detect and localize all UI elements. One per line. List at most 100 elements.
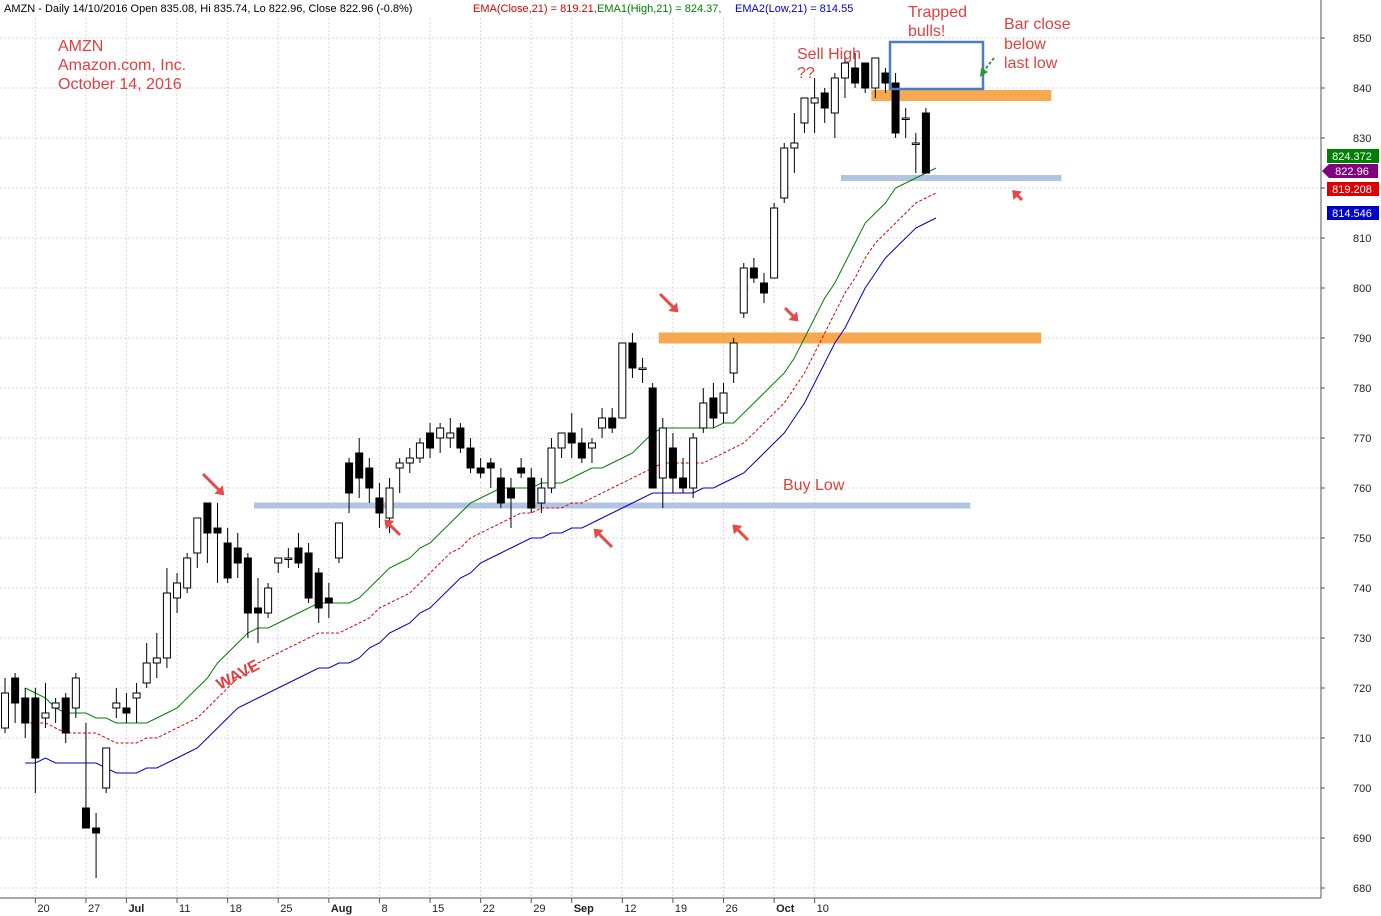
candle bbox=[557, 432, 566, 458]
candle-body-down bbox=[31, 697, 40, 759]
candle bbox=[456, 423, 465, 453]
candle-body-down bbox=[355, 452, 364, 479]
candle-body-up bbox=[911, 142, 920, 145]
candle-body-up bbox=[800, 97, 809, 124]
candle-body-down bbox=[304, 552, 313, 599]
grid-layer bbox=[0, 18, 1321, 898]
candle-body-up bbox=[780, 147, 789, 199]
candle bbox=[760, 273, 768, 303]
candle-body-up bbox=[719, 392, 728, 414]
red-arrow-icon bbox=[201, 472, 225, 496]
y-tick-label: 740 bbox=[1353, 583, 1371, 595]
annotation-bar-close-2: below bbox=[1004, 36, 1046, 53]
price-tag-label: 824.372 bbox=[1332, 151, 1372, 163]
x-tick-label: Oct bbox=[776, 903, 795, 915]
price-tag-bg bbox=[1327, 206, 1379, 220]
candle bbox=[304, 543, 313, 603]
candle bbox=[426, 423, 435, 458]
price-tag-label: 822.96 bbox=[1335, 166, 1369, 178]
candle bbox=[749, 258, 758, 283]
candle-body-down bbox=[21, 697, 30, 724]
candle-body-up bbox=[51, 702, 60, 709]
candle bbox=[446, 418, 455, 448]
candle-body-up bbox=[790, 142, 799, 149]
y-tick-label: 680 bbox=[1353, 883, 1371, 895]
red-arrow-icon bbox=[1012, 190, 1024, 202]
red-arrow-icon bbox=[658, 292, 679, 313]
candle-body-up bbox=[547, 447, 556, 489]
candle-body-up bbox=[193, 517, 202, 554]
annotation-sell-high: Sell High bbox=[797, 46, 861, 63]
candle bbox=[587, 438, 596, 463]
candle-body-down bbox=[679, 477, 688, 489]
candle-body-up bbox=[132, 692, 141, 699]
price-tag-bg bbox=[1327, 182, 1379, 196]
candle-body-down bbox=[861, 62, 870, 89]
candle bbox=[1, 678, 9, 733]
candle bbox=[790, 113, 799, 173]
y-tick-label: 710 bbox=[1353, 733, 1371, 745]
candle bbox=[71, 673, 80, 718]
candle bbox=[345, 458, 354, 513]
candle-body-up bbox=[274, 557, 283, 564]
candle-body-down bbox=[749, 267, 758, 279]
candle-body-up bbox=[638, 367, 647, 370]
candle-body-down bbox=[324, 597, 333, 604]
candle bbox=[638, 358, 647, 383]
candle bbox=[31, 688, 40, 793]
x-tick-label: 12 bbox=[624, 903, 636, 915]
candle bbox=[598, 408, 607, 438]
candle-body-down bbox=[507, 487, 515, 499]
candle-body-up bbox=[598, 417, 607, 429]
candle bbox=[770, 203, 779, 279]
candle-body-down bbox=[223, 542, 232, 579]
candle bbox=[284, 548, 293, 568]
candle-body-down bbox=[365, 467, 374, 489]
title-company: Amazon.com, Inc. bbox=[58, 57, 186, 74]
candle-body-up bbox=[415, 442, 424, 459]
candle-body-down bbox=[567, 432, 576, 444]
candle bbox=[264, 583, 273, 618]
annotation-trapped-2: bulls! bbox=[908, 23, 945, 40]
y-tick-label: 730 bbox=[1353, 633, 1371, 645]
candle bbox=[173, 573, 182, 613]
candle bbox=[780, 143, 789, 203]
candle bbox=[11, 673, 20, 723]
candle bbox=[871, 57, 880, 98]
candle-body-down bbox=[203, 502, 212, 534]
x-tick-label: 29 bbox=[533, 903, 545, 915]
candle-body-up bbox=[183, 557, 192, 589]
candle bbox=[891, 73, 900, 138]
candle bbox=[274, 557, 283, 573]
candle-body-up bbox=[436, 427, 445, 439]
ema-low-line bbox=[25, 217, 937, 774]
candle bbox=[21, 688, 30, 738]
candle-body-down bbox=[517, 467, 526, 474]
candle-body-up bbox=[618, 342, 627, 419]
title-date: October 14, 2016 bbox=[58, 76, 182, 93]
candle bbox=[729, 338, 738, 383]
x-tick-label: 11 bbox=[179, 903, 190, 915]
candles-layer bbox=[1, 53, 930, 878]
x-tick-label: 18 bbox=[230, 903, 242, 915]
candle-body-up bbox=[284, 557, 293, 560]
candle bbox=[658, 418, 667, 508]
candle bbox=[608, 408, 617, 433]
candle bbox=[223, 528, 232, 583]
candle bbox=[142, 643, 151, 688]
candle-body-down bbox=[61, 697, 70, 734]
y-tick-label: 800 bbox=[1353, 283, 1371, 295]
candle bbox=[881, 68, 890, 93]
red-arrow-icon bbox=[384, 519, 402, 537]
candle bbox=[334, 522, 343, 563]
header-ema-high: EMA1(High,21) = 824.37, bbox=[597, 3, 721, 15]
candle-body-down bbox=[314, 572, 323, 609]
candle bbox=[476, 458, 485, 478]
candle bbox=[162, 568, 171, 668]
candle-body-down bbox=[709, 397, 718, 419]
candle bbox=[436, 423, 445, 453]
candle bbox=[527, 468, 536, 513]
candle-body-down bbox=[820, 92, 829, 109]
y-tick-label: 830 bbox=[1353, 133, 1371, 145]
